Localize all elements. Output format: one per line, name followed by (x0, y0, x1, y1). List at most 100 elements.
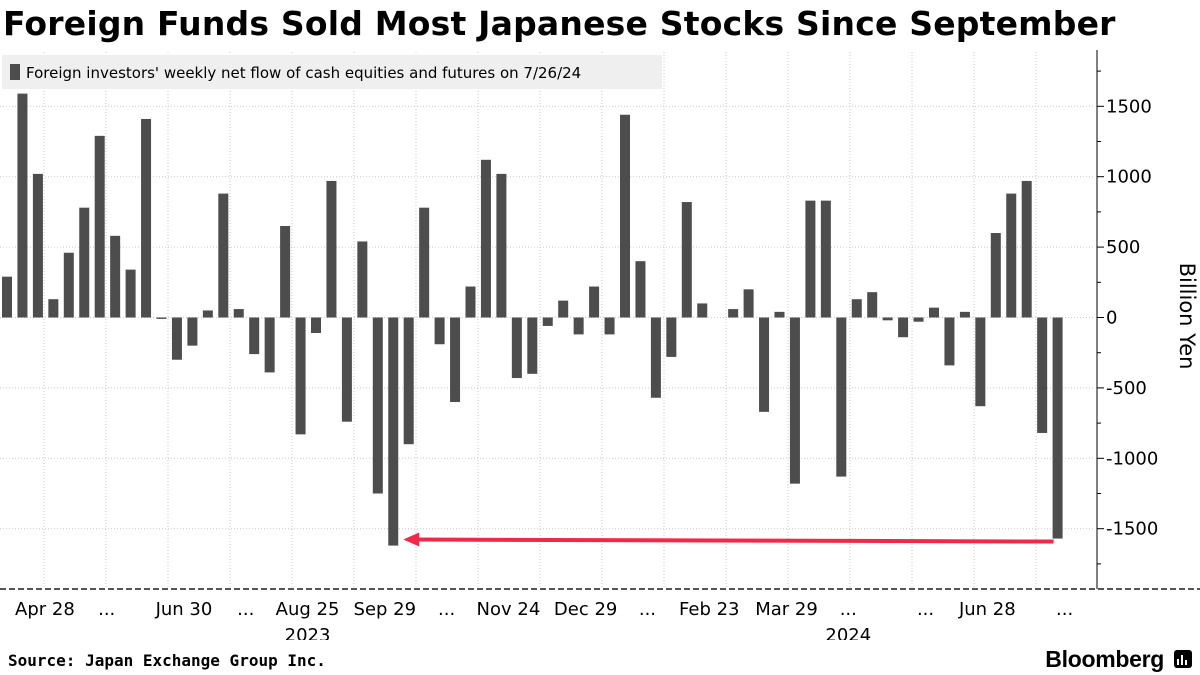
x-tick-label: ... (639, 599, 656, 620)
y-tick-label: 500 (1106, 237, 1140, 258)
bar (975, 317, 986, 407)
bar (542, 317, 553, 326)
bloomberg-terminal-icon (1174, 650, 1192, 668)
bar (94, 135, 105, 318)
bar (650, 317, 661, 398)
x-tick-label: Feb 23 (679, 599, 740, 620)
bar (959, 311, 970, 318)
legend-label: Foreign investors' weekly net flow of ca… (26, 64, 581, 82)
bar (929, 307, 939, 318)
x-tick-label: Jun 30 (155, 599, 213, 620)
bar (17, 93, 28, 318)
y-axis-label: Billion Yen (1175, 263, 1199, 370)
annotation-arrow (403, 532, 1054, 547)
y-tick-label: 1000 (1106, 167, 1152, 188)
bar (187, 317, 198, 346)
bar (388, 317, 399, 546)
bar (48, 299, 59, 318)
bar (898, 317, 909, 338)
bar (681, 202, 692, 318)
bar (789, 317, 800, 484)
bar (280, 225, 291, 318)
arrow-head (403, 532, 420, 547)
bar (63, 252, 74, 318)
bar (372, 317, 383, 494)
bar (820, 200, 831, 318)
bar (527, 317, 538, 374)
y-tick-label: 1500 (1106, 96, 1152, 117)
bloomberg-logo: Bloomberg (1045, 646, 1164, 672)
bar (202, 310, 213, 318)
bar (264, 317, 275, 373)
x-tick-label: ... (237, 599, 254, 620)
bar (805, 200, 816, 318)
x-tick-label: ... (438, 599, 455, 620)
x-tick-label: Mar 29 (755, 599, 818, 620)
bar (511, 317, 522, 379)
arrow-shaft (413, 537, 1054, 544)
bar (434, 317, 445, 345)
bar (573, 317, 584, 335)
bar (110, 235, 121, 318)
bar (666, 317, 677, 357)
source-note: Source: Japan Exchange Group Inc. (8, 651, 326, 670)
bar (171, 317, 182, 360)
x-tick-label: Dec 29 (554, 599, 617, 620)
bar (697, 303, 708, 318)
bar (604, 317, 615, 335)
bar (836, 317, 847, 477)
year-label: 2023 (285, 625, 331, 640)
y-tick-label: -1000 (1106, 448, 1158, 469)
y-tick-label: -1500 (1106, 519, 1158, 540)
bar (589, 286, 600, 318)
bar (295, 317, 306, 435)
x-tick-label: ... (917, 599, 934, 620)
bar (728, 309, 739, 318)
y-tick-label: -500 (1106, 378, 1147, 399)
x-axis-ticks: Apr 28... Jun 30... Aug 25 Sep 29... Nov 24 D… (15, 599, 1073, 640)
legend-background (2, 55, 662, 89)
bar (125, 269, 136, 318)
bar (851, 299, 862, 318)
bar (249, 317, 260, 355)
bar (465, 286, 476, 318)
bar (743, 289, 754, 318)
bar (496, 173, 507, 318)
bar (141, 118, 152, 318)
bar (759, 317, 770, 412)
bar (311, 317, 321, 333)
bar (774, 311, 785, 318)
bar (882, 317, 893, 321)
chart-title: Foreign Funds Sold Most Japanese Stocks … (3, 4, 1116, 43)
bar (450, 317, 461, 402)
bar (341, 317, 352, 422)
x-tick-label: Sep 29 (354, 599, 417, 620)
bar (990, 233, 1001, 318)
bar (326, 180, 337, 318)
bar (1052, 317, 1063, 539)
bar (79, 207, 90, 318)
x-tick-label: Nov 24 (477, 599, 541, 620)
bar (32, 173, 43, 318)
bar (218, 193, 229, 318)
bar (233, 309, 244, 318)
bar (635, 261, 646, 318)
x-tick-label: Apr 28 (15, 599, 75, 620)
bar (1006, 193, 1017, 318)
bars (2, 93, 1063, 546)
bar (1037, 317, 1048, 433)
y-axis-ticks: 1500 1000 500 0 -500 -1000 -1500 (1097, 70, 1158, 565)
x-tick-label: Aug 25 (276, 599, 340, 620)
legend: Foreign investors' weekly net flow of ca… (2, 55, 662, 89)
bar (403, 317, 414, 445)
bar (620, 114, 630, 318)
x-tick-label: ... (98, 599, 115, 620)
bar (867, 292, 878, 318)
bar (944, 317, 955, 366)
bar (1021, 180, 1032, 318)
bar (419, 207, 430, 318)
x-tick-label: Jun 28 (958, 599, 1016, 620)
x-tick-label: ... (840, 599, 857, 620)
bar (2, 276, 12, 318)
bar (913, 317, 924, 322)
